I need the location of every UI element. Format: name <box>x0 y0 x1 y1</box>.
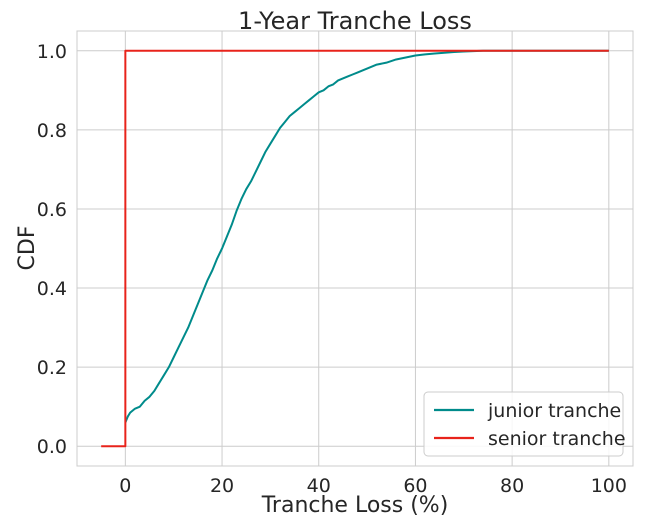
y-tick-label: 1.0 <box>37 41 67 63</box>
x-tick-label: 100 <box>591 475 627 497</box>
x-tick-label: 60 <box>403 475 427 497</box>
x-axis-label: Tranche Loss (%) <box>261 493 449 518</box>
y-tick-label: 0.2 <box>37 357 67 379</box>
series-line-junior-tranche <box>124 49 609 423</box>
legend-label-junior-tranche: junior tranche <box>487 400 621 422</box>
y-tick-label: 0.4 <box>37 278 67 300</box>
legend: junior tranche senior tranche <box>423 391 626 457</box>
legend-box <box>423 391 624 457</box>
plot-frame <box>76 30 634 467</box>
tick-labels: 0 20 40 60 80 100 0.0 0.2 0.4 0.6 0.8 1.0 <box>37 41 627 497</box>
y-tick-label: 0.6 <box>37 199 67 221</box>
x-tick-label: 0 <box>119 475 131 497</box>
y-tick-label: 0.8 <box>37 120 67 142</box>
x-tick-label: 80 <box>500 475 524 497</box>
x-tick-label: 20 <box>210 475 234 497</box>
x-tick-label: 40 <box>307 475 331 497</box>
legend-label-senior-tranche: senior tranche <box>488 428 626 450</box>
series-lines <box>101 49 609 448</box>
chart-title: 1-Year Tranche Loss <box>238 7 472 35</box>
y-tick-label: 0.0 <box>37 436 67 458</box>
y-axis-label: CDF <box>15 226 40 271</box>
series-line-senior-tranche <box>101 49 609 448</box>
